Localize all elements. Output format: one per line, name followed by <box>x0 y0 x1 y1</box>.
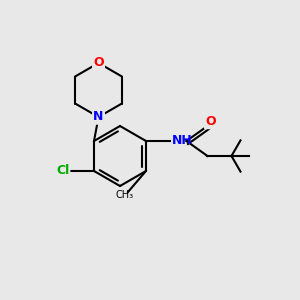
Text: O: O <box>205 115 216 128</box>
Text: NH: NH <box>172 134 192 148</box>
Text: O: O <box>93 56 104 70</box>
Text: Cl: Cl <box>56 164 69 178</box>
Text: N: N <box>93 110 104 124</box>
Text: CH₃: CH₃ <box>116 190 134 200</box>
